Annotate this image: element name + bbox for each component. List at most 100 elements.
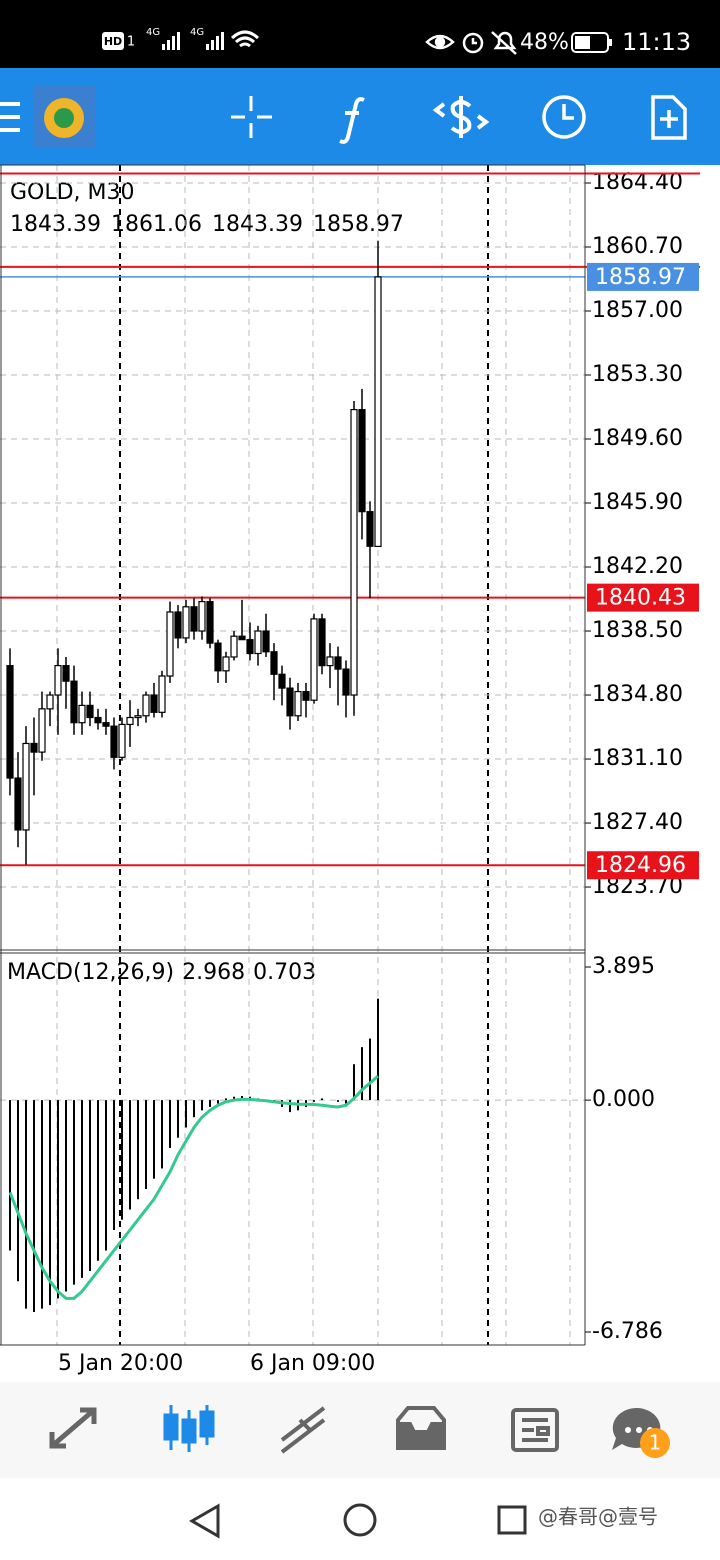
battery-level [575,36,590,49]
candle-body [102,722,110,727]
candle-body [166,611,174,677]
symbol-title: GOLD, M30 [10,180,135,205]
macd-value: 2.968 [182,960,245,985]
bid-label: 1858.97 [595,265,686,290]
candle-body [142,694,150,717]
chat-badge [640,1428,670,1458]
y-tick-label: 1849.60 [592,426,683,451]
candle-body [182,606,190,639]
candle-body [222,656,230,672]
chart-tab[interactable] [163,1405,215,1452]
candle-body [22,742,30,831]
hd-box [102,32,124,50]
candle-body [214,642,222,672]
candle-body [86,704,94,719]
candle-body [70,680,78,724]
candle-body [78,704,86,724]
candle-body [326,656,334,667]
status-icons [425,31,517,55]
candle-body [126,716,134,726]
candle-body [334,656,342,670]
crosshair-button[interactable] [231,96,272,138]
recents-button[interactable] [497,1505,527,1535]
y-tick-label: 1860.70 [592,234,683,259]
new-order-button[interactable] [651,95,687,140]
y-tick-label: 0.000 [592,1087,655,1112]
watermark: @春哥@壹号 [538,1505,658,1529]
signal-line [8,1074,379,1300]
y-tick-label: 1845.90 [592,490,683,515]
indicators-button[interactable] [339,97,365,144]
toolbar [0,68,720,165]
y-tick-label: -6.786 [592,1319,663,1344]
news-tab[interactable] [511,1408,559,1452]
y-tick-label: 1831.10 [592,746,683,771]
candle-body [254,630,262,655]
candle-body [62,665,70,682]
candle-body [38,708,46,753]
nav-bar [0,1478,720,1560]
candle-body [262,630,270,653]
y-tick-label: 1842.20 [592,554,683,579]
candle-body [46,694,54,710]
sim: 1 [127,35,135,50]
level-badge [587,583,699,612]
close: 1858.97 [313,212,404,237]
candle-body [294,690,302,717]
candle-body [286,687,294,717]
candle-body [198,601,206,632]
x-tick-label: 5 Jan 20:00 [58,1351,183,1376]
candle-body [30,742,38,753]
candle-body [318,618,326,667]
network: 4G [146,27,160,38]
macd-title: MACD(12,26,9) [7,960,174,985]
candle-body [342,668,350,696]
clock: 11:13 [622,28,691,56]
high: 1861.06 [111,212,202,237]
low: 1843.39 [212,212,303,237]
candle-body [350,408,358,696]
history-tab[interactable] [396,1406,446,1450]
level-label: 1824.96 [595,853,686,878]
chat-badge-count: 1 [649,1431,662,1455]
open: 1843.39 [10,212,101,237]
candle-body [310,618,318,701]
level-label: 1840.43 [595,586,686,611]
candle-body [174,611,182,639]
trade-tab[interactable] [280,1406,326,1454]
y-tick-label: 1834.80 [592,682,683,707]
y-tick-label: 3.895 [592,954,655,979]
quotes-tab[interactable] [49,1407,97,1449]
candle-body [134,715,142,719]
app-logo-mark [54,108,74,128]
candle-body [190,606,198,632]
candle-body [302,690,310,701]
battery-percent: 48% [520,30,569,55]
bid-badge [587,262,699,291]
candle-body [54,665,62,696]
trade-button[interactable] [432,96,490,138]
battery-tip [609,39,612,46]
x-tick-label: 6 Jan 09:00 [250,1351,375,1376]
history-button[interactable] [542,95,586,139]
candle-body [246,639,254,655]
y-tick-label: 1853.30 [592,362,683,387]
candle-body [374,276,382,548]
candle-body [358,408,366,513]
level-badge [587,851,699,880]
home-button[interactable] [343,1503,377,1537]
back-button[interactable] [188,1503,220,1539]
candle-body [158,675,166,713]
ohlc-header: 1843.39 1861.06 1843.39 1858.97 [10,212,404,237]
menu-button[interactable] [0,102,20,132]
candle-body [150,694,158,713]
candle-body [366,511,374,547]
candle-body [6,665,14,779]
y-tick-label: 1838.50 [592,618,683,643]
candle-body [230,635,238,658]
candle-body [238,635,246,641]
battery-icon [571,32,609,53]
y-tick-label: 1827.40 [592,810,683,835]
